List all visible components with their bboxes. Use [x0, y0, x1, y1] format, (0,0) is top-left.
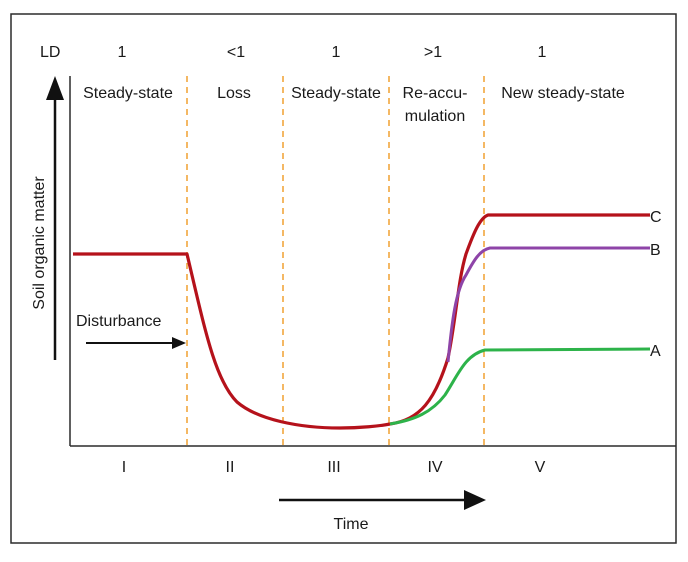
phase-numeral-5: V: [535, 459, 546, 476]
phase-numeral-1: I: [122, 459, 126, 476]
curve-c: [389, 213, 650, 426]
curve-b-label: B: [650, 242, 661, 259]
phase-title-2: Loss: [217, 85, 251, 102]
phase-numeral-4: IV: [427, 459, 442, 476]
ld-value-2: <1: [227, 44, 245, 61]
ld-label: LD: [40, 44, 60, 61]
phase-title-5: New steady-state: [501, 85, 625, 102]
ld-value-4: >1: [424, 44, 442, 61]
disturbance-label: Disturbance: [76, 313, 161, 330]
phase-title-1: Steady-state: [83, 85, 173, 102]
phase-title-4-line-1: Re-accu-: [403, 85, 468, 102]
figure-frame: [10, 13, 677, 544]
phase-numeral-3: III: [327, 459, 340, 476]
x-axis-label: Time: [334, 516, 369, 533]
curve-a-label: A: [650, 343, 661, 360]
phase-title-4-line-2: mulation: [405, 108, 465, 125]
disturbance-arrow-head: [172, 337, 186, 349]
phase-numeral-2: II: [226, 459, 235, 476]
phase-dividers: [186, 76, 485, 445]
phase-title-3: Steady-state: [291, 85, 381, 102]
time-arrow-head: [464, 490, 486, 510]
ld-value-5: 1: [538, 44, 547, 61]
y-axis-arrow-head: [46, 76, 64, 100]
ld-value-3: 1: [332, 44, 341, 61]
curve-a: [389, 347, 651, 426]
y-axis-label: Soil organic matter: [31, 176, 48, 310]
curve-b: [446, 246, 650, 363]
ld-value-1: 1: [118, 44, 127, 61]
baseline-curve: [73, 252, 391, 430]
curve-c-label: C: [650, 209, 662, 226]
